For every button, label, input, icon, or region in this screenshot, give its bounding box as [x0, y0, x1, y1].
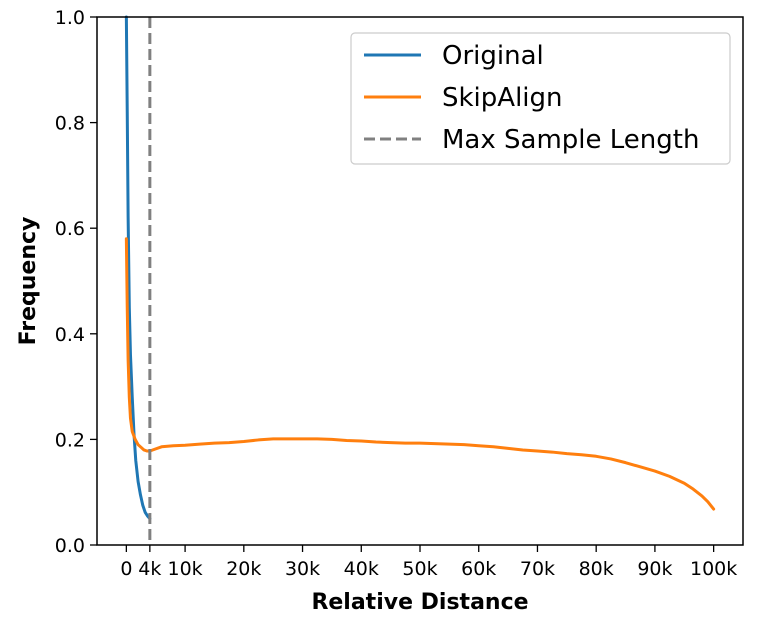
y-axis-title: Frequency	[16, 217, 41, 346]
x-tick-label: 100k	[690, 558, 737, 580]
x-tick-label: 70k	[520, 558, 555, 580]
x-axis-title: Relative Distance	[311, 590, 528, 615]
legend: Original SkipAlign Max Sample Length	[350, 32, 731, 165]
x-tick-label: 80k	[579, 558, 614, 580]
legend-label-skipalign: SkipAlign	[442, 83, 563, 113]
x-tick-label: 0	[120, 558, 132, 580]
y-tick-label: 0.6	[55, 218, 85, 240]
legend-label-max-sample-length: Max Sample Length	[442, 125, 699, 155]
plot-lines	[124, 15, 716, 521]
y-tick-label: 0.0	[55, 535, 85, 557]
x-tick-label: 10k	[167, 558, 202, 580]
x-tick-label: 30k	[285, 558, 320, 580]
y-tick-label: 0.8	[55, 113, 85, 135]
x-axis-ticks: 0 4k 10k 20k 30k 40k 50k 60k 70k 80k 90k 100k	[120, 545, 737, 580]
series-line-original	[124, 15, 152, 521]
legend-entries: Original SkipAlign Max Sample Length	[364, 41, 699, 155]
x-tick-label: 50k	[402, 558, 437, 580]
y-tick-label: 0.2	[55, 429, 85, 451]
y-tick-label: 1.0	[55, 7, 85, 29]
legend-box	[350, 32, 731, 165]
x-tick-label: 60k	[461, 558, 496, 580]
series-line-skipalign	[124, 237, 716, 511]
legend-label-original: Original	[442, 41, 544, 71]
x-tick-label: 90k	[637, 558, 672, 580]
x-tick-label: 4k	[138, 558, 161, 580]
y-axis-ticks: 0.0 0.2 0.4 0.6 0.8 1.0	[55, 7, 97, 557]
y-tick-label: 0.4	[55, 324, 85, 346]
x-tick-label: 40k	[344, 558, 379, 580]
x-tick-label: 20k	[226, 558, 261, 580]
